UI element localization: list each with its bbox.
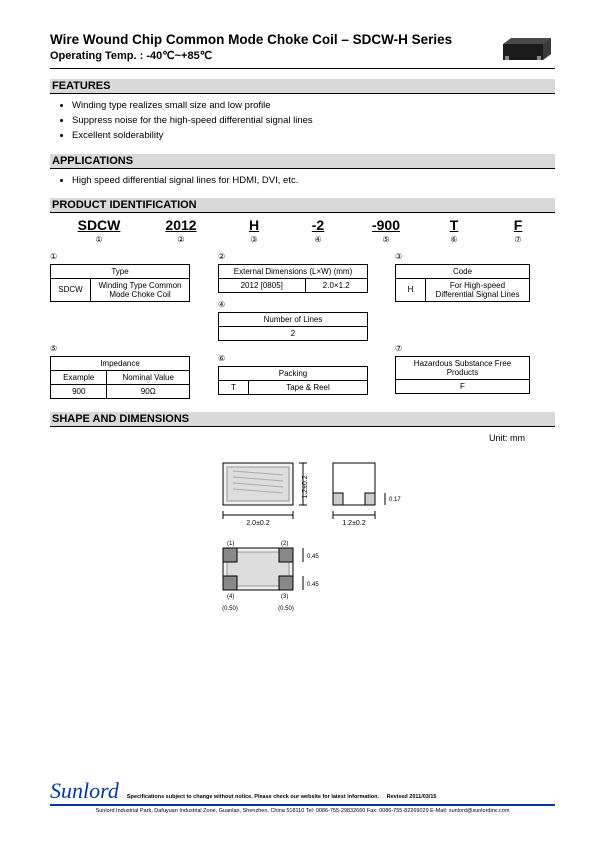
feature-item: Suppress noise for the high-speed differ… [72,113,555,128]
marker-3: ③ [395,252,402,261]
part-code: H [234,217,274,233]
svg-text:0.45: 0.45 [307,554,319,560]
th: Impedance [51,356,190,370]
operating-temp: Operating Temp. : -40℃~+85℃ [50,49,452,62]
brand-logo: Sunlord [50,778,119,804]
table-code: Code H For High-speed Differential Signa… [395,264,530,302]
marker-2: ② [218,252,225,261]
page-title: Wire Wound Chip Common Mode Choke Coil –… [50,32,452,47]
svg-text:(0.50): (0.50) [222,606,238,612]
td: SDCW [51,278,91,301]
td: 2012 [0805] [219,278,306,292]
svg-text:(4): (4) [227,594,234,600]
marker-1: ① [50,252,57,261]
part-seg-2: 2012 ② [152,217,210,244]
td: Winding Type Common Mode Choke Coil [91,278,190,301]
td: T [219,380,249,394]
part-code: -900 [362,217,410,233]
svg-text:1.2±0.2: 1.2±0.2 [342,520,365,527]
part-num: ⑥ [434,235,474,244]
footer-note: Specifications subject to change without… [127,794,437,800]
td: Tape & Reel [249,380,368,394]
part-seg-6: T ⑥ [434,217,474,244]
table-lines: Number of Lines 2 [218,312,368,341]
footer: Sunlord Specifications subject to change… [50,778,555,814]
td: F [396,379,530,393]
th: Number of Lines [219,312,368,326]
table-type: Type SDCW Winding Type Common Mode Choke… [50,264,190,302]
footer-note-text: Specifications subject to change without… [127,794,379,800]
part-seg-1: SDCW ① [70,217,128,244]
td: Nominal Value [107,370,190,384]
part-seg-5: -900 ⑤ [362,217,410,244]
application-item: High speed differential signal lines for… [72,173,555,188]
part-seg-7: F ⑦ [498,217,538,244]
footer-contact: Sunlord Industrial Park, Dafuyuan Indust… [50,808,555,814]
th: Packing [219,366,368,380]
td: H [396,278,426,301]
feature-item: Excellent solderability [72,128,555,143]
part-code: 2012 [152,217,210,233]
part-seg-3: H ③ [234,217,274,244]
svg-text:1.2±0.2: 1.2±0.2 [302,475,309,498]
marker-6: ⑥ [218,354,225,363]
part-num: ② [152,235,210,244]
part-seg-4: -2 ④ [298,217,338,244]
td: For High-speed Differential Signal Lines [426,278,530,301]
part-num: ⑤ [362,235,410,244]
product-id-heading: PRODUCT IDENTIFICATION [50,198,555,213]
svg-text:0.17: 0.17 [389,497,401,503]
table-dimensions: External Dimensions (L×W) (mm) 2012 [080… [218,264,368,293]
shape-heading: SHAPE AND DIMENSIONS [50,412,555,427]
table-impedance: Impedance Example Nominal Value 900 90Ω [50,356,190,399]
svg-text:(2): (2) [281,541,288,547]
part-number-row: SDCW ① 2012 ② H ③ -2 ④ -900 ⑤ T ⑥ F ⑦ [50,217,555,244]
table-packing: Packing T Tape & Reel [218,366,368,395]
svg-text:0.45: 0.45 [307,582,319,588]
features-list: Winding type realizes small size and low… [50,98,555,144]
part-num: ⑦ [498,235,538,244]
unit-label: Unit: mm [50,433,555,443]
table-hazardous: Hazardous Substance Free Products F [395,356,530,394]
th: Code [396,264,530,278]
part-num: ③ [234,235,274,244]
part-code: F [498,217,538,233]
th: Hazardous Substance Free Products [396,356,530,379]
chip-icon [499,32,555,62]
footer-revised: Revised 2011/03/15 [387,794,437,800]
tables-area: ① Type SDCW Winding Type Common Mode Cho… [50,252,555,402]
part-num: ① [70,235,128,244]
feature-item: Winding type realizes small size and low… [72,98,555,113]
marker-5: ⑤ [50,344,57,353]
features-heading: FEATURES [50,79,555,94]
svg-text:(3): (3) [281,594,288,600]
part-code: T [434,217,474,233]
part-code: -2 [298,217,338,233]
td: 90Ω [107,384,190,398]
part-code: SDCW [70,217,128,233]
th: External Dimensions (L×W) (mm) [219,264,368,278]
applications-heading: APPLICATIONS [50,154,555,169]
svg-text:(0.50): (0.50) [278,606,294,612]
td: Example [51,370,107,384]
th: Type [51,264,190,278]
td: 900 [51,384,107,398]
td: 2.0×1.2 [305,278,368,292]
dimensions-drawing: 2.0±0.2 1.2±0.2 1.2±0.2 0.17 [50,453,555,625]
svg-text:2.0±0.2: 2.0±0.2 [246,520,269,527]
marker-4: ④ [218,300,225,309]
applications-list: High speed differential signal lines for… [50,173,555,188]
svg-text:(1): (1) [227,541,234,547]
td: 2 [219,326,368,340]
part-num: ④ [298,235,338,244]
marker-7: ⑦ [395,344,402,353]
